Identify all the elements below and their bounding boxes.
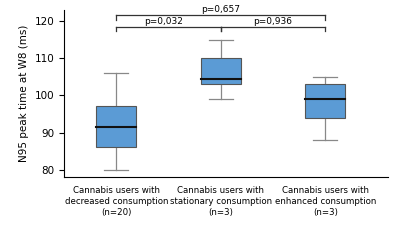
Text: p=0,032: p=0,032	[144, 17, 183, 26]
Text: p=0,936: p=0,936	[254, 17, 292, 26]
Bar	[306, 84, 345, 118]
Bar	[201, 58, 241, 84]
Y-axis label: N95 peak time at W8 (ms): N95 peak time at W8 (ms)	[19, 25, 29, 162]
Bar	[96, 107, 136, 147]
Text: p=0,657: p=0,657	[201, 5, 240, 15]
